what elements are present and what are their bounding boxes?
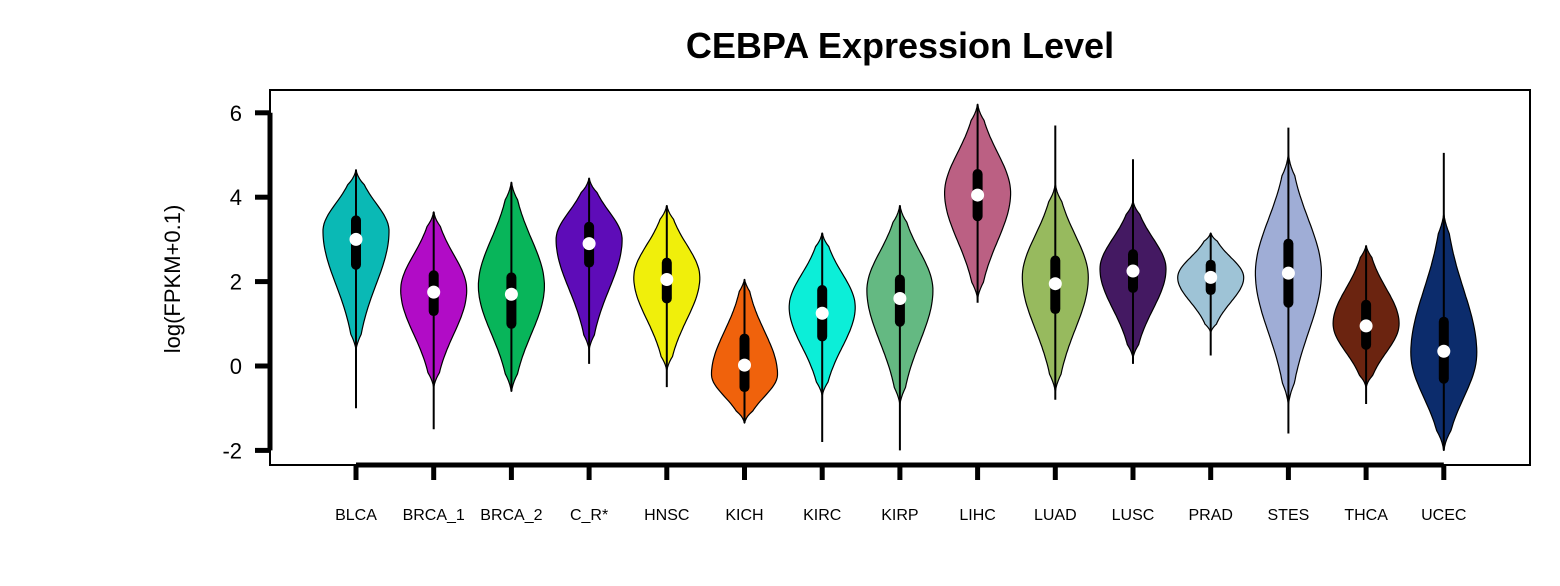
- violin-median: [971, 188, 985, 202]
- x-tick-label: STES: [1268, 507, 1310, 524]
- violin-median: [1204, 270, 1218, 284]
- x-tick-label: KIRC: [803, 507, 841, 524]
- chart-title: CEBPA Expression Level: [686, 25, 1114, 66]
- x-tick-label: BRCA_2: [480, 507, 542, 524]
- y-tick-label: 4: [230, 185, 242, 210]
- violins: [322, 103, 1478, 451]
- violin-group: [1254, 127, 1322, 434]
- x-tick-label: KICH: [725, 507, 763, 524]
- violin-median: [1359, 319, 1373, 333]
- y-tick-label: -2: [222, 438, 242, 463]
- violin-group: [555, 177, 623, 364]
- violin-median: [738, 358, 751, 372]
- violin-group: [944, 103, 1012, 303]
- violin-median: [893, 291, 907, 305]
- y-axis: -2 0 2 4 6: [222, 101, 273, 463]
- violin-group: [633, 205, 701, 388]
- x-axis: BLCA BRCA_1 BRCA_2 C_R* HNSC KICH KIRC KIRP LIHC…: [335, 462, 1466, 524]
- x-tick-label: C_R*: [570, 507, 608, 524]
- x-tick-label: LUSC: [1112, 507, 1155, 524]
- violin-median: [1126, 264, 1140, 278]
- violin-median: [504, 287, 518, 301]
- violin-group: [1021, 125, 1089, 400]
- violin-group: [322, 169, 390, 409]
- y-tick-label: 0: [230, 354, 242, 379]
- y-tick-label: 6: [230, 101, 242, 126]
- x-tick-label: UCEC: [1421, 507, 1466, 524]
- violin-group: [1177, 232, 1245, 356]
- x-tick-label: PRAD: [1188, 507, 1232, 524]
- violin-median: [349, 232, 363, 246]
- x-tick-label: THCA: [1344, 507, 1388, 524]
- x-tick-label: LUAD: [1034, 507, 1077, 524]
- y-tick-label: 2: [230, 270, 242, 295]
- x-tick-label: BRCA_1: [403, 507, 465, 524]
- violin-group: [1332, 245, 1400, 404]
- violin-group: [1099, 159, 1167, 364]
- violin-median: [815, 306, 829, 320]
- violin-median: [1281, 266, 1295, 280]
- violin-median: [582, 237, 596, 251]
- violin-group: [866, 205, 934, 451]
- x-tick-label: BLCA: [335, 507, 377, 524]
- y-axis-label: log(FPKM+0.1): [160, 205, 185, 354]
- x-tick-label: LIHC: [959, 507, 995, 524]
- violin-median: [660, 272, 674, 286]
- violin-group: [400, 211, 468, 430]
- violin-median: [1437, 344, 1451, 358]
- violin-group: [1410, 152, 1478, 451]
- violin-group: [710, 278, 779, 424]
- violin-group: [788, 232, 856, 442]
- x-tick-label: HNSC: [644, 507, 689, 524]
- violin-median: [1048, 277, 1062, 291]
- violin-median: [427, 285, 441, 299]
- violin-group: [477, 181, 545, 392]
- x-tick-label: KIRP: [881, 507, 918, 524]
